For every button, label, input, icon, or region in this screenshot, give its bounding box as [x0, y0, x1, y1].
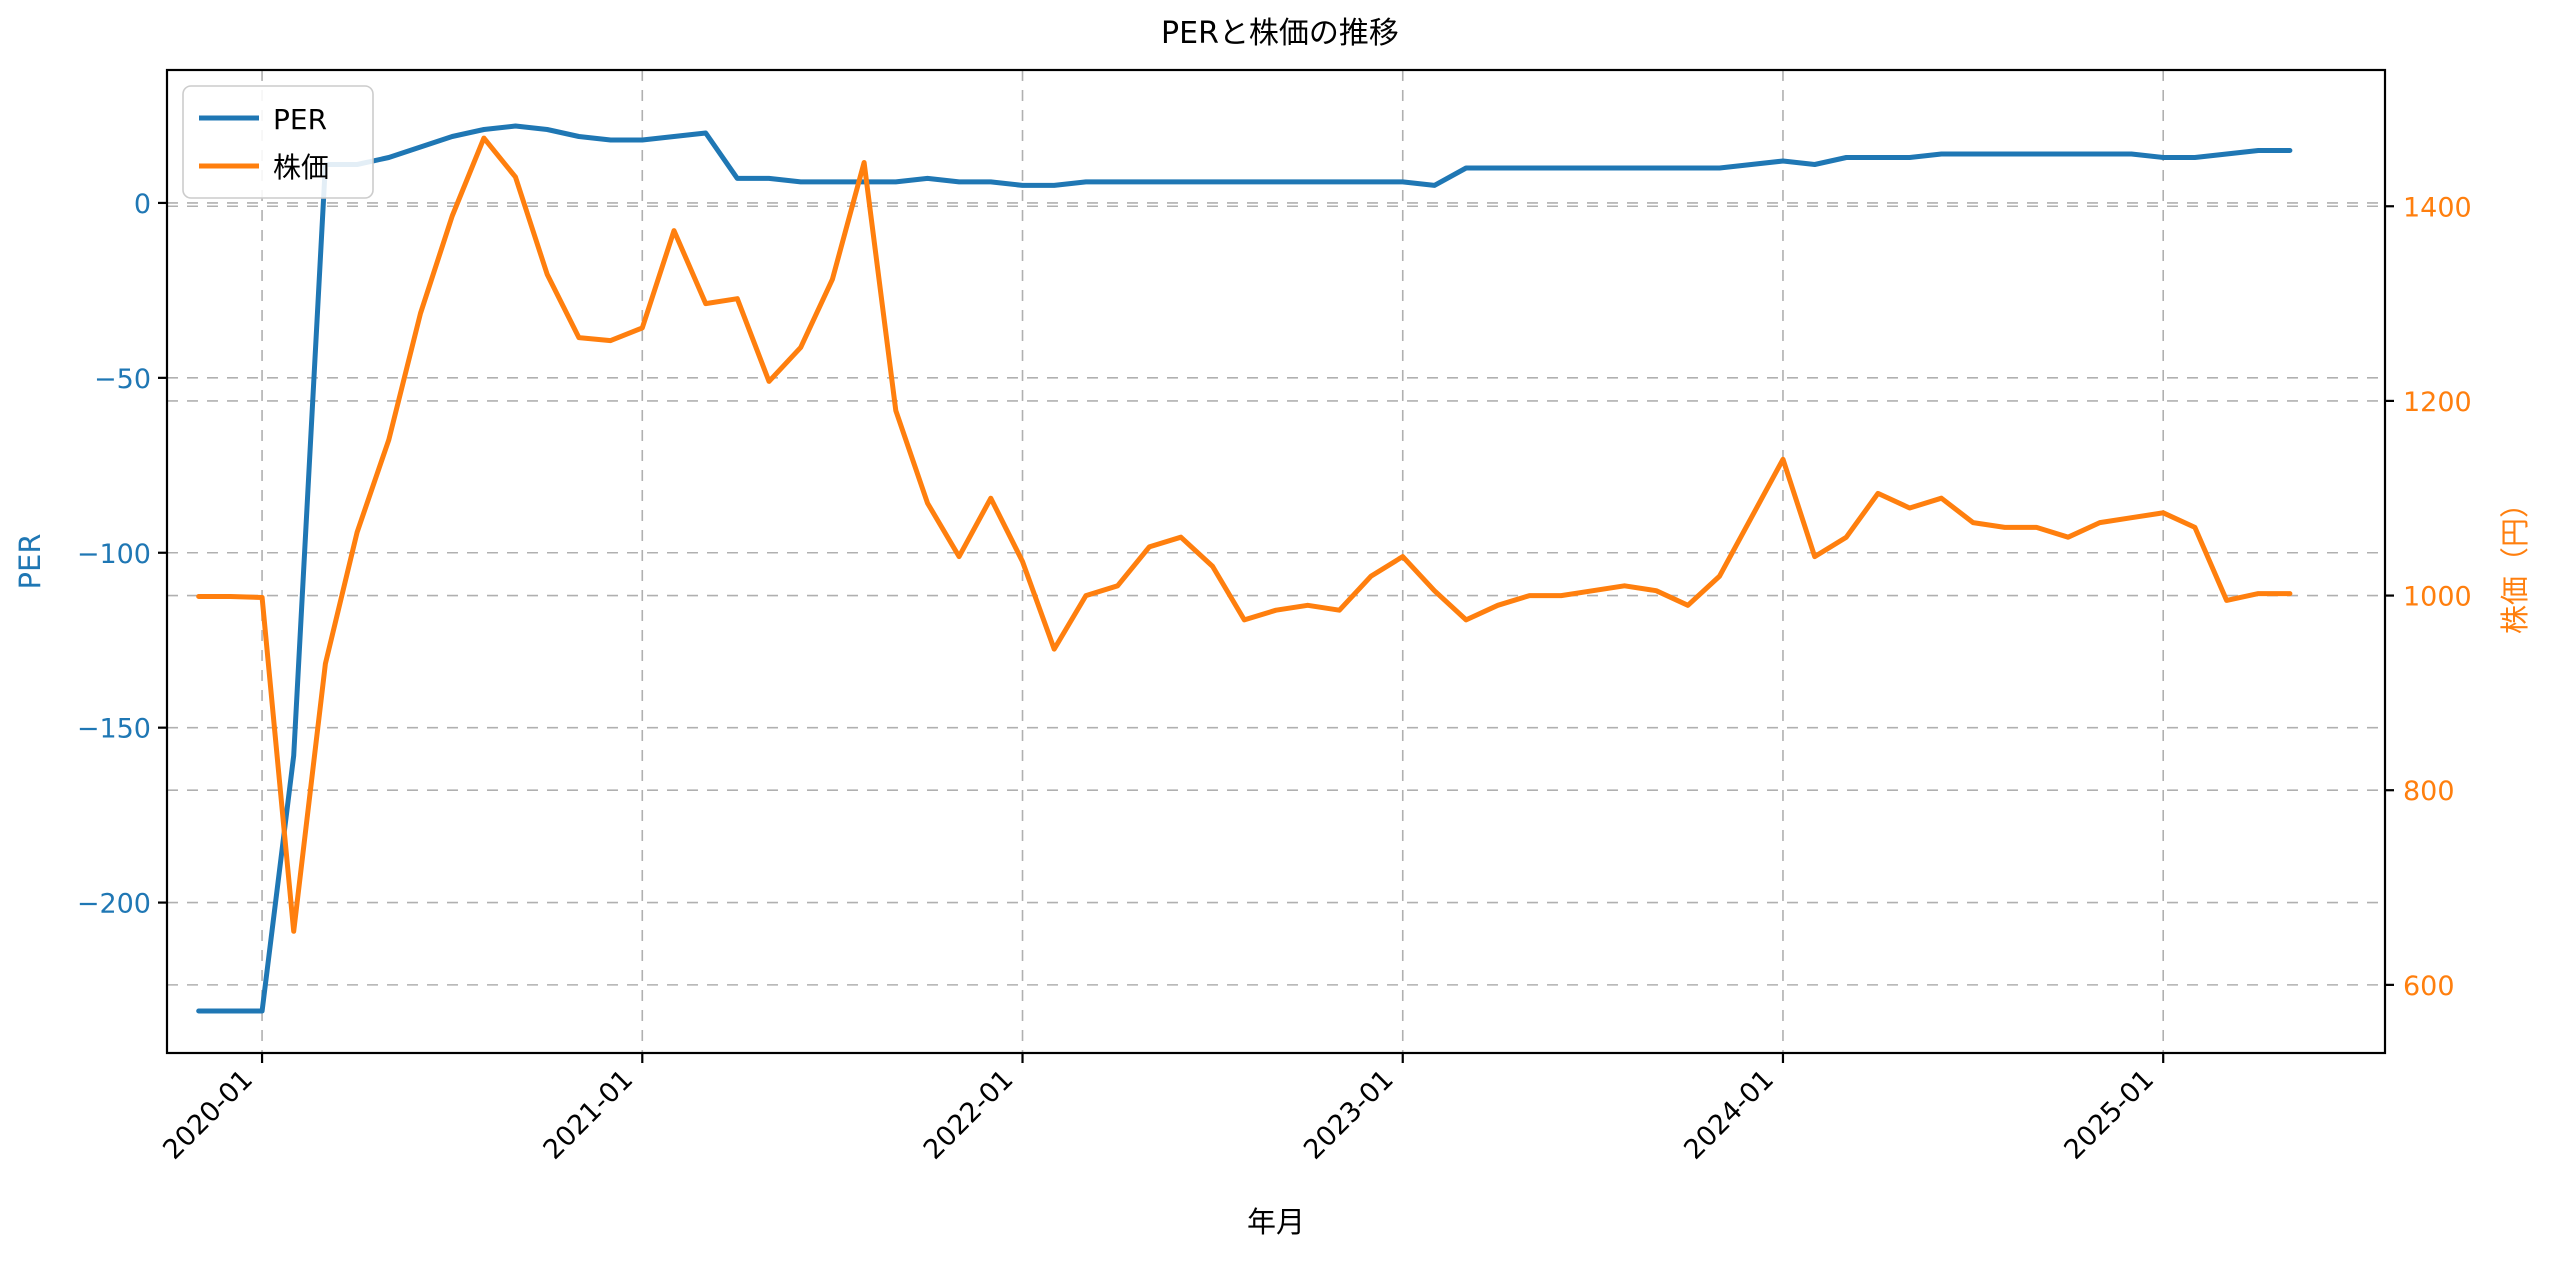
svg-text:PER: PER: [13, 534, 47, 590]
svg-text:1400: 1400: [2403, 192, 2472, 223]
svg-text:2023-01: 2023-01: [1298, 1064, 1400, 1166]
svg-text:1200: 1200: [2403, 387, 2472, 418]
svg-text:年月: 年月: [1247, 1205, 1305, 1239]
svg-text:0: 0: [134, 189, 151, 220]
svg-text:800: 800: [2403, 776, 2455, 807]
svg-text:−200: −200: [77, 889, 151, 920]
svg-text:−50: −50: [94, 364, 151, 395]
svg-text:2022-01: 2022-01: [918, 1064, 1020, 1166]
chart-legend[interactable]: PER 株価: [182, 85, 374, 199]
svg-text:2025-01: 2025-01: [2058, 1064, 2160, 1166]
legend-frame: [182, 85, 374, 199]
svg-text:2021-01: 2021-01: [538, 1064, 640, 1166]
svg-text:株価（円）: 株価（円）: [2498, 489, 2532, 634]
axis-ticks: 0 −50 −100 −150 −200 1400 1200 1000 800 600 2020-0…: [77, 189, 2472, 1166]
svg-text:−150: −150: [77, 714, 151, 745]
svg-text:2024-01: 2024-01: [1678, 1064, 1780, 1166]
svg-text:1000: 1000: [2403, 582, 2472, 613]
chart-title: PERと株価の推移: [1161, 16, 1399, 51]
series-株価: [196, 135, 2293, 934]
svg-text:600: 600: [2403, 971, 2455, 1002]
axis-labels: PER 株価（円） 年月: [13, 489, 2532, 1239]
svg-text:2020-01: 2020-01: [157, 1064, 259, 1166]
axes: [165, 68, 2387, 1055]
series-PER: [196, 123, 2293, 1014]
legend-label-PER: PER: [273, 103, 327, 136]
gridlines: [167, 70, 2385, 1053]
series-lines: [196, 123, 2293, 1014]
legend-label-株価: 株価: [273, 151, 329, 184]
svg-text:−100: −100: [77, 539, 151, 570]
